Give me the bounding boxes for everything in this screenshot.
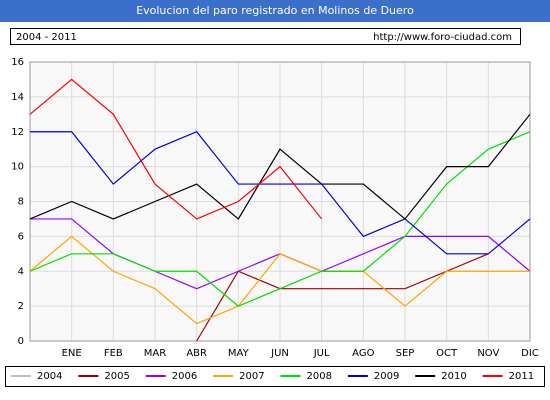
subtitle: 2004 - 2011 [16,32,77,43]
y-tick-label: 14 [11,92,24,103]
series-line [29,113,531,220]
y-tick-label: 8 [18,197,24,208]
plot-frame [29,61,531,342]
x-tick-label: AGO [352,348,374,359]
x-tick-label: SEP [396,348,415,359]
y-tick-label: 0 [18,336,24,347]
legend-label: 2004 [37,371,62,382]
subtitle-box [10,28,521,45]
series-line [196,253,489,342]
x-tick-label: JUL [313,348,330,359]
x-tick-label: ABR [186,348,207,359]
x-tick-label: ENE [62,348,82,359]
legend-label: 2009 [374,371,399,382]
legend-box [5,366,545,387]
chart-title: Evolucion del paro registrado en Molinos… [136,4,414,17]
series-line [30,131,531,255]
series-line [29,78,323,220]
y-tick-label: 16 [11,57,24,68]
y-tick-label: 12 [11,127,24,138]
title-bar [0,0,550,22]
x-tick-label: DIC [521,348,539,359]
x-tick-label: JUN [270,348,289,359]
x-tick-label: FEB [104,348,123,359]
legend-label: 2008 [307,371,332,382]
x-tick-label: NOV [477,348,499,359]
x-tick-label: MAR [144,348,166,359]
y-tick-label: 4 [18,266,24,277]
legend-label: 2010 [441,371,466,382]
legend-label: 2005 [104,371,129,382]
y-tick-label: 6 [18,231,24,242]
x-tick-label: MAY [228,348,250,359]
source: http://www.foro-ciudad.com [373,32,512,43]
series-line [29,235,530,325]
legend-label: 2007 [239,371,264,382]
y-tick-label: 10 [11,162,24,173]
legend-label: 2006 [172,371,197,382]
y-tick-label: 2 [18,301,24,312]
x-tick-label: OCT [436,348,458,359]
series-line [29,131,531,307]
legend-label: 2011 [509,371,534,382]
